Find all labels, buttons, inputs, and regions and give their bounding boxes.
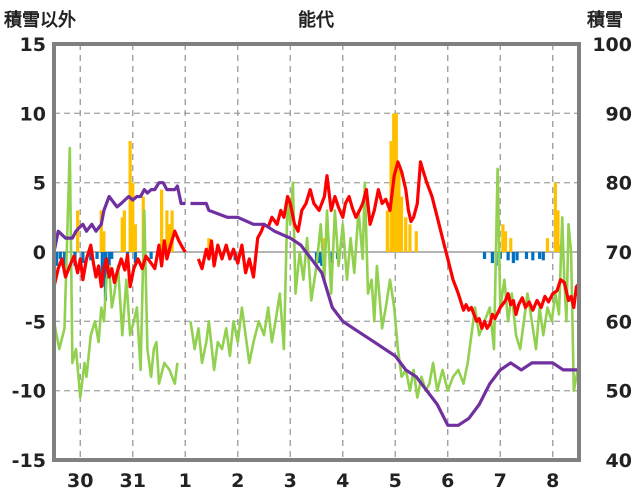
precip-bar — [414, 231, 418, 252]
right-axis-title: 積雪 — [586, 9, 623, 31]
precip-bar-negative — [107, 252, 111, 266]
precip-bar-negative — [133, 252, 137, 264]
left-tick-label: 0 — [33, 242, 46, 264]
left-tick-label: 15 — [20, 34, 46, 56]
x-tick-label: 30 — [67, 470, 93, 492]
chart-title: 能代 — [298, 9, 334, 31]
precip-bar-negative — [524, 252, 529, 259]
precip-bar — [167, 224, 172, 252]
precip-bar — [102, 231, 106, 252]
right-tick-label: 70 — [606, 242, 632, 264]
x-tick-label: 6 — [441, 470, 454, 492]
precip-bar — [120, 217, 124, 252]
precip-bar — [399, 196, 404, 252]
precip-bar — [501, 224, 505, 252]
precip-bar — [99, 210, 103, 252]
right-tick-label: 40 — [606, 450, 632, 472]
right-tick-label: 90 — [606, 103, 632, 125]
precip-bar — [397, 168, 401, 252]
precip-bar — [133, 224, 137, 252]
precip-bar-negative — [110, 252, 114, 259]
precip-bar-negative — [511, 252, 515, 264]
precip-bar-negative — [103, 252, 108, 301]
precip-bar — [553, 182, 557, 252]
series-temperature — [52, 160, 581, 330]
precip-bar — [131, 182, 135, 252]
left-tick-label: -5 — [25, 311, 46, 333]
right-tick-label: 80 — [606, 173, 632, 195]
precip-bar-negative — [538, 252, 542, 259]
precip-bar-negative — [490, 252, 494, 264]
precip-bar — [408, 224, 412, 252]
x-tick-label: 1 — [179, 470, 192, 492]
precip-bar — [394, 113, 398, 252]
precip-bar — [404, 217, 408, 252]
right-tick-label: 60 — [606, 311, 632, 333]
precip-bar-negative — [317, 252, 321, 264]
right-tick-label: 50 — [606, 381, 632, 403]
precip-bar — [385, 210, 389, 252]
precip-bar — [170, 210, 174, 252]
precip-bar-negative — [62, 252, 67, 273]
precip-bar — [165, 210, 169, 252]
precip-bar-negative — [541, 252, 545, 261]
x-tick-label: 4 — [336, 470, 349, 492]
precip-bar-negative — [89, 252, 93, 261]
left-tick-label: 5 — [33, 173, 46, 195]
precip-bar — [503, 231, 508, 252]
precip-bar — [160, 189, 164, 252]
x-tick-label: 31 — [120, 470, 146, 492]
precip-bar-negative — [149, 252, 153, 259]
precip-bar — [322, 238, 326, 252]
left-tick-label: -10 — [12, 381, 46, 403]
right-tick-label: 100 — [592, 34, 632, 56]
precip-bar — [509, 238, 513, 252]
x-tick-label: 7 — [494, 470, 507, 492]
precip-bar-negative — [58, 252, 62, 259]
precip-bar-negative — [482, 252, 487, 259]
left-tick-label: 10 — [20, 103, 46, 125]
plot-frame — [52, 42, 581, 462]
precip-bar-negative — [506, 252, 510, 261]
left-axis-title: 積雪以外 — [3, 9, 76, 31]
x-tick-label: 3 — [284, 470, 297, 492]
x-tick-label: 5 — [389, 470, 402, 492]
precip-bar-negative — [531, 252, 535, 261]
precip-bar-negative — [55, 252, 59, 266]
precip-bar — [556, 210, 560, 252]
x-tick-label: 2 — [231, 470, 244, 492]
precip-bar — [545, 238, 550, 252]
left-tick-label: -15 — [12, 450, 46, 472]
x-tick-label: 8 — [546, 470, 559, 492]
precip-bar-negative — [81, 252, 85, 264]
series-snow-depth — [52, 181, 579, 427]
series-lines — [52, 146, 581, 427]
precip-bar — [207, 238, 211, 252]
precip-bar-negative — [515, 252, 519, 261]
precip-bar — [122, 210, 126, 252]
precip-bar-negative — [95, 252, 99, 259]
series-wind — [52, 146, 581, 399]
